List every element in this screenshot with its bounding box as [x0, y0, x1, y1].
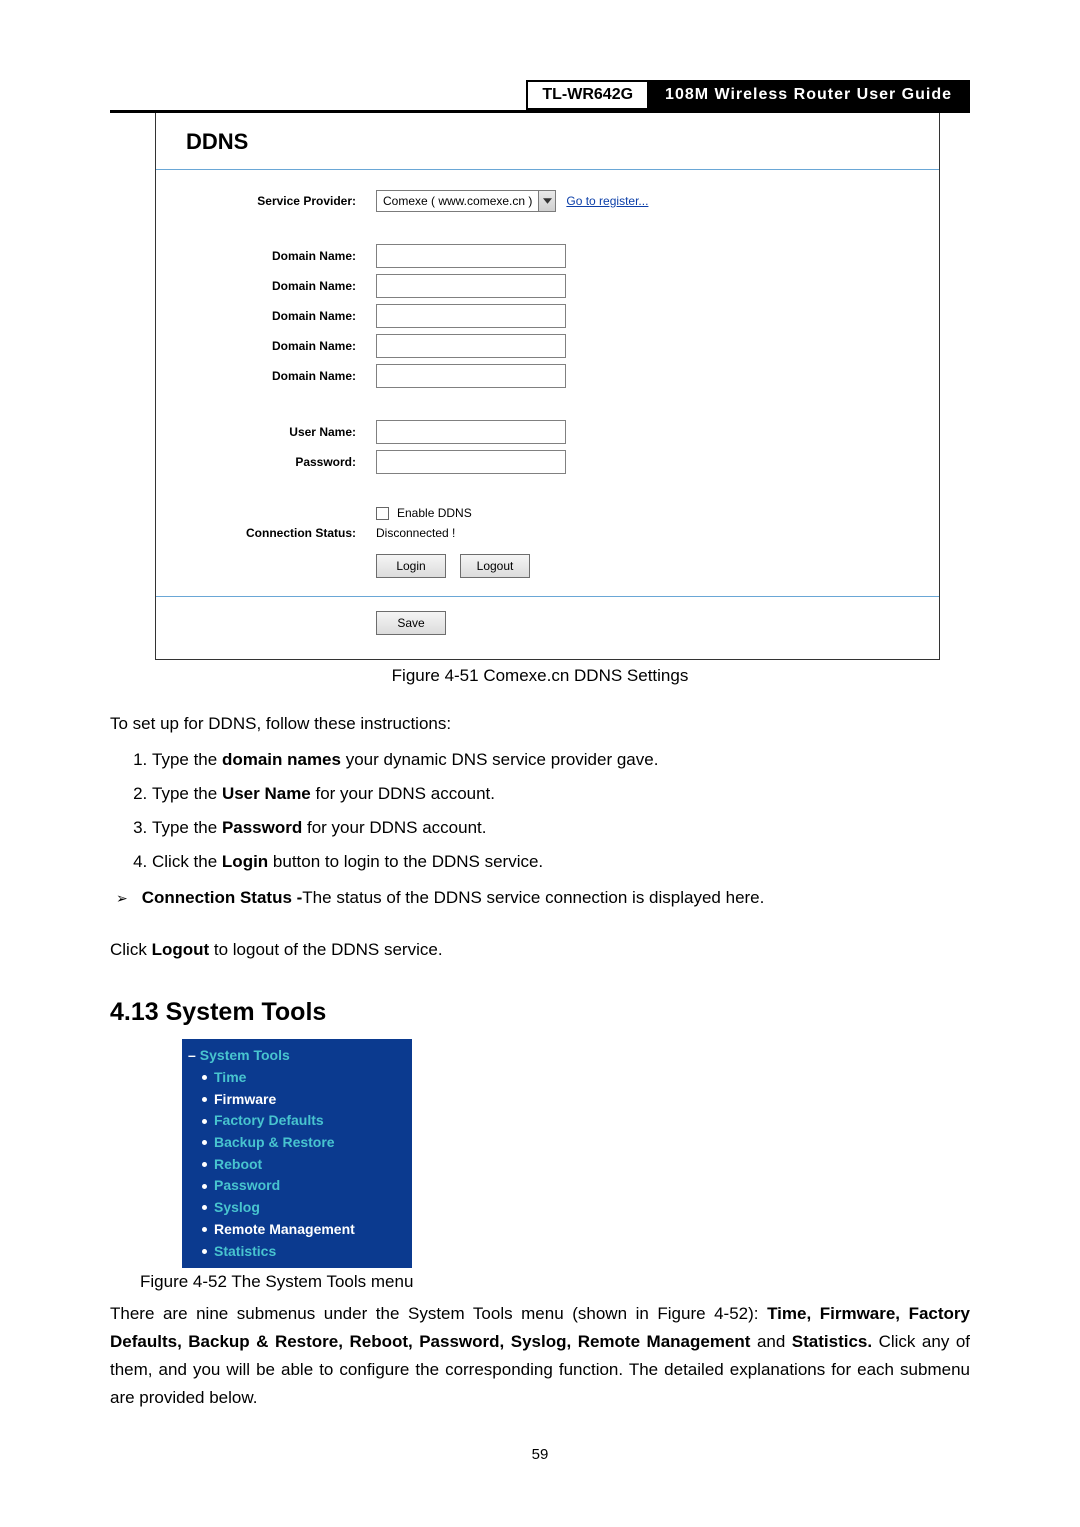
ddns-body: Service Provider: Comexe ( www.comexe.cn…: [156, 170, 939, 659]
menu-item-label: Factory Defaults: [214, 1110, 324, 1132]
label-user-name: User Name:: [186, 425, 376, 439]
step-1: Type the domain names your dynamic DNS s…: [152, 746, 970, 774]
enable-ddns-label: Enable DDNS: [397, 506, 472, 520]
page: TL-WR642G 108M Wireless Router User Guid…: [0, 0, 1080, 1523]
domain-name-input-4[interactable]: [376, 334, 566, 358]
domain-name-input-1[interactable]: [376, 244, 566, 268]
step-list: Type the domain names your dynamic DNS s…: [110, 746, 970, 876]
page-number: 59: [110, 1446, 970, 1463]
label-domain-name: Domain Name:: [186, 309, 376, 323]
step-2: Type the User Name for your DDNS account…: [152, 780, 970, 808]
step-4: Click the Login button to login to the D…: [152, 848, 970, 876]
menu-item-syslog[interactable]: Syslog: [188, 1197, 408, 1219]
bullet-icon: [202, 1227, 207, 1232]
row-user-name: User Name:: [186, 420, 909, 444]
row-connection-status: Connection Status: Disconnected !: [186, 526, 909, 540]
doc-header: TL-WR642G 108M Wireless Router User Guid…: [110, 80, 970, 110]
row-service-provider: Service Provider: Comexe ( www.comexe.cn…: [186, 190, 909, 212]
label-connection-status: Connection Status:: [186, 526, 376, 540]
row-domain-name-4: Domain Name:: [186, 334, 909, 358]
logout-button[interactable]: Logout: [460, 554, 530, 578]
label-domain-name: Domain Name:: [186, 339, 376, 353]
user-name-input[interactable]: [376, 420, 566, 444]
header-title: 108M Wireless Router User Guide: [647, 80, 970, 110]
menu-item-label: Backup & Restore: [214, 1132, 335, 1154]
figure-51-caption: Figure 4-51 Comexe.cn DDNS Settings: [110, 666, 970, 686]
label-password: Password:: [186, 455, 376, 469]
menu-item-label: Password: [214, 1175, 280, 1197]
menu-item-password[interactable]: Password: [188, 1175, 408, 1197]
header-spacer: [110, 80, 526, 110]
label-domain-name: Domain Name:: [186, 369, 376, 383]
system-tools-menu: System Tools TimeFirmwareFactory Default…: [182, 1039, 412, 1268]
password-input[interactable]: [376, 450, 566, 474]
row-enable-ddns: Enable DDNS: [186, 506, 909, 520]
row-domain-name-1: Domain Name:: [186, 244, 909, 268]
ddns-heading: DDNS: [156, 113, 939, 170]
menu-item-label: Statistics: [214, 1241, 276, 1263]
row-save: Save: [186, 611, 909, 635]
menu-item-label: Remote Management: [214, 1219, 355, 1241]
bullet-icon: [202, 1140, 207, 1145]
menu-item-label: Time: [214, 1067, 246, 1089]
menu-item-label: Reboot: [214, 1154, 262, 1176]
menu-item-label: Firmware: [214, 1089, 276, 1111]
bullet-icon: [202, 1205, 207, 1210]
bullet-icon: [202, 1249, 207, 1254]
section-paragraph: There are nine submenus under the System…: [110, 1300, 970, 1412]
label-service-provider: Service Provider:: [186, 194, 376, 208]
connection-status-note: ➢ Connection Status -The status of the D…: [116, 884, 970, 912]
row-login-buttons: Login Logout: [186, 546, 909, 578]
save-button[interactable]: Save: [376, 611, 446, 635]
row-password: Password:: [186, 450, 909, 474]
domain-name-input-3[interactable]: [376, 304, 566, 328]
menu-item-factory-defaults[interactable]: Factory Defaults: [188, 1110, 408, 1132]
go-to-register-link[interactable]: Go to register...: [566, 194, 648, 208]
menu-item-label: Syslog: [214, 1197, 260, 1219]
menu-item-remote-management[interactable]: Remote Management: [188, 1219, 408, 1241]
bullet-icon: [202, 1162, 207, 1167]
checkbox-icon: [376, 507, 389, 520]
instructions: To set up for DDNS, follow these instruc…: [110, 710, 970, 964]
domain-name-input-2[interactable]: [376, 274, 566, 298]
menu-item-time[interactable]: Time: [188, 1067, 408, 1089]
intro-text: To set up for DDNS, follow these instruc…: [110, 710, 970, 738]
section-heading: 4.13 System Tools: [110, 998, 970, 1027]
arrow-icon: ➢: [116, 884, 128, 912]
service-provider-select[interactable]: Comexe ( www.comexe.cn ): [376, 190, 556, 212]
figure-52-caption: Figure 4-52 The System Tools menu: [140, 1272, 970, 1292]
menu-item-backup-restore[interactable]: Backup & Restore: [188, 1132, 408, 1154]
bullet-icon: [202, 1184, 207, 1189]
bullet-icon: [202, 1119, 207, 1124]
bullet-icon: [202, 1097, 207, 1102]
bullet-icon: [202, 1075, 207, 1080]
label-domain-name: Domain Name:: [186, 279, 376, 293]
menu-item-reboot[interactable]: Reboot: [188, 1154, 408, 1176]
step-3: Type the Password for your DDNS account.: [152, 814, 970, 842]
ddns-divider: [156, 596, 939, 597]
header-model: TL-WR642G: [526, 80, 647, 110]
row-domain-name-5: Domain Name:: [186, 364, 909, 388]
domain-name-input-5[interactable]: [376, 364, 566, 388]
row-domain-name-3: Domain Name:: [186, 304, 909, 328]
menu-item-statistics[interactable]: Statistics: [188, 1241, 408, 1263]
ddns-panel: DDNS Service Provider: Comexe ( www.come…: [155, 113, 940, 660]
enable-ddns-checkbox[interactable]: Enable DDNS: [376, 506, 472, 520]
chevron-down-icon: [538, 191, 555, 211]
service-provider-value: Comexe ( www.comexe.cn ): [377, 194, 538, 208]
menu-item-firmware[interactable]: Firmware: [188, 1089, 408, 1111]
connection-status-value: Disconnected !: [376, 526, 455, 540]
menu-head-system-tools[interactable]: System Tools: [188, 1045, 408, 1067]
login-button[interactable]: Login: [376, 554, 446, 578]
row-domain-name-2: Domain Name:: [186, 274, 909, 298]
logout-note: Click Logout to logout of the DDNS servi…: [110, 936, 970, 964]
label-domain-name: Domain Name:: [186, 249, 376, 263]
